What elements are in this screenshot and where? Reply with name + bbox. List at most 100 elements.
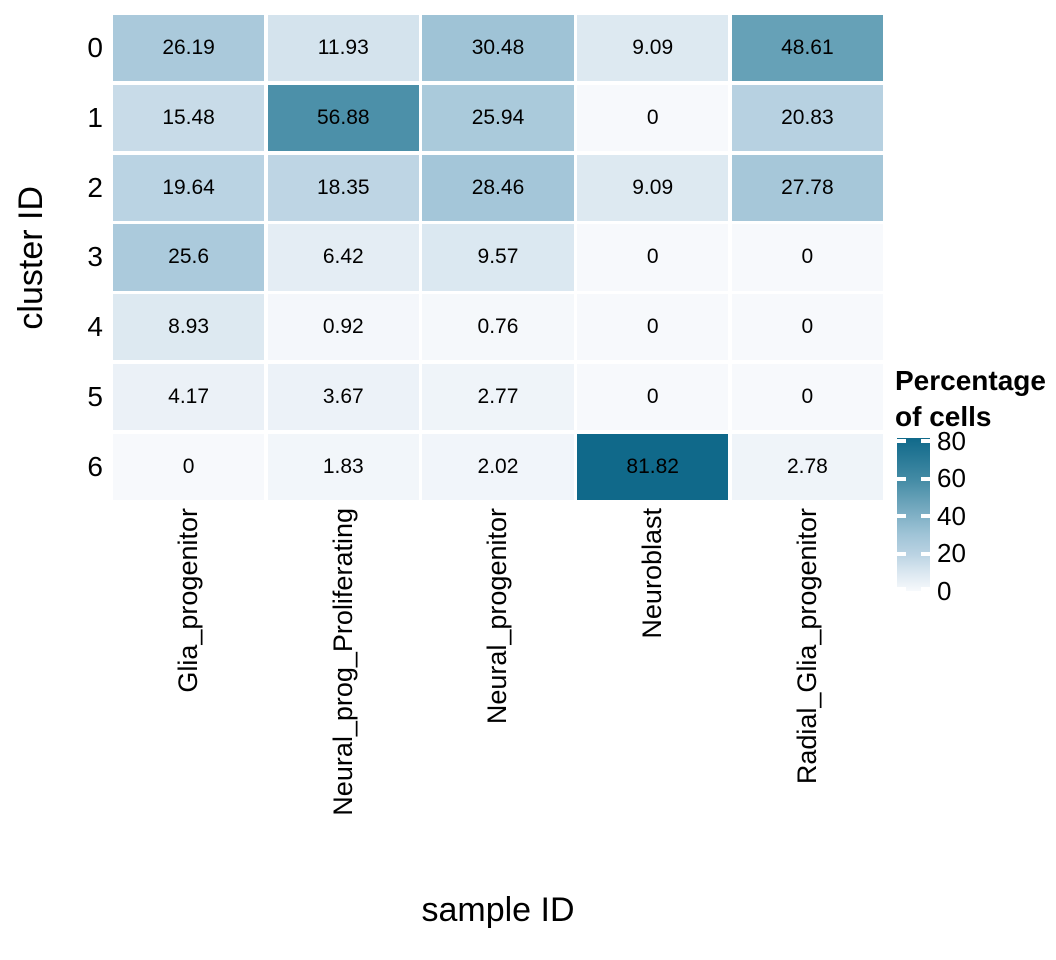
heatmap-cell-value: 1.83 xyxy=(322,454,364,478)
heatmap-cell: 0 xyxy=(577,224,729,291)
x-axis-tick-label: Neuroblast xyxy=(637,508,668,639)
heatmap-cell-value: 6.42 xyxy=(322,245,364,269)
heatmap-cell-value: 30.48 xyxy=(471,36,525,60)
heatmap-cell: 27.78 xyxy=(731,154,883,221)
heatmap-cell-value: 0 xyxy=(646,315,659,339)
heatmap-cell: 30.48 xyxy=(422,15,574,82)
legend-tick-mark xyxy=(897,551,906,556)
legend-tick-mark xyxy=(897,514,906,519)
legend-tick-label: 80 xyxy=(937,425,966,456)
heatmap-cell-value: 0.92 xyxy=(322,315,364,339)
heatmap-cell-value: 28.46 xyxy=(471,175,525,199)
heatmap-cell: 0 xyxy=(731,294,883,361)
heatmap-cell-value: 15.48 xyxy=(162,105,215,129)
x-axis-tick-label: Neural_progenitor xyxy=(482,508,513,725)
heatmap-cell: 2.02 xyxy=(422,433,574,500)
y-axis-tick-label: 6 xyxy=(87,450,103,482)
x-axis-tick-label: Neural_prog_Proliferating xyxy=(327,508,358,816)
heatmap-cell: 1.83 xyxy=(267,433,419,500)
heatmap-cell-value: 25.6 xyxy=(168,245,210,269)
legend-title-line2: of cells xyxy=(895,401,992,432)
heatmap-cell-value: 9.57 xyxy=(477,245,519,269)
legend-tick-mark xyxy=(897,476,906,481)
heatmap-cell: 11.93 xyxy=(267,15,419,82)
legend-tick-mark xyxy=(897,587,906,591)
heatmap-cell: 0 xyxy=(113,433,265,500)
heatmap-cell: 26.19 xyxy=(113,15,265,82)
heatmap-cell: 8.93 xyxy=(113,294,265,361)
heatmap-cell: 9.09 xyxy=(577,15,729,82)
heatmap-cell: 48.61 xyxy=(731,15,883,82)
heatmap-cell-value: 81.82 xyxy=(626,454,679,478)
heatmap-cell: 4.17 xyxy=(113,363,265,431)
heatmap-cell-value: 3.67 xyxy=(322,385,364,409)
heatmap-cell: 25.6 xyxy=(113,224,265,291)
legend-title-line1: Percentage xyxy=(895,365,1046,396)
legend-tick-label: 20 xyxy=(937,538,966,569)
y-axis-tick-label: 4 xyxy=(87,311,103,343)
legend-tick-label: 40 xyxy=(937,500,966,531)
y-axis-tick-label: 5 xyxy=(87,381,103,413)
heatmap-cell-value: 0 xyxy=(646,245,659,269)
heatmap-cell: 15.48 xyxy=(113,84,265,152)
y-axis-tick-label: 3 xyxy=(87,241,103,273)
heatmap-cell-value: 0.76 xyxy=(477,315,519,339)
heatmap-cell: 81.82 xyxy=(577,433,729,500)
x-axis-tick-label: Radial_Glia_progenitor xyxy=(791,508,822,785)
heatmap-cell-value: 20.83 xyxy=(781,105,834,129)
heatmap-cell: 6.42 xyxy=(267,224,419,291)
x-axis-tick-wrap: Neural_prog_Proliferating xyxy=(268,508,419,816)
heatmap-cell-value: 26.19 xyxy=(162,36,215,60)
heatmap-cell-value: 27.78 xyxy=(781,175,834,199)
legend-tick-mark xyxy=(921,514,930,519)
heatmap-cell-value: 56.88 xyxy=(317,105,370,129)
heatmap-grid: 26.19 11.93 30.48 9.09 48.61 15.48 56.88 25.94 0… xyxy=(113,15,883,500)
heatmap-cell-value: 9.09 xyxy=(632,36,674,60)
heatmap-cell-value: 4.17 xyxy=(168,385,210,409)
x-axis-tick-wrap: Glia_progenitor xyxy=(113,508,264,693)
heatmap-cell-value: 8.93 xyxy=(168,315,210,339)
heatmap-cell: 0 xyxy=(577,363,729,431)
heatmap-cell-value: 19.64 xyxy=(162,175,215,199)
x-axis-tick-wrap: Neuroblast xyxy=(577,508,728,639)
heatmap-cell-value: 2.77 xyxy=(477,385,519,409)
heatmap-cell-value: 0 xyxy=(801,315,814,339)
heatmap-cell-value: 0 xyxy=(801,385,814,409)
heatmap-cell: 0.92 xyxy=(267,294,419,361)
heatmap-cell-value: 2.02 xyxy=(477,454,519,478)
legend-tick-label: 0 xyxy=(937,575,952,606)
legend-tick-mark xyxy=(921,551,930,556)
heatmap-cell-value: 18.35 xyxy=(317,175,370,199)
legend-tick-mark xyxy=(921,476,930,481)
heatmap-cell: 56.88 xyxy=(267,84,419,152)
legend-tick-mark xyxy=(921,587,930,591)
legend-tick-mark xyxy=(921,439,930,444)
heatmap-cell: 2.78 xyxy=(731,433,883,500)
y-axis-tick-label: 2 xyxy=(87,171,103,203)
heatmap-cell-value: 9.09 xyxy=(632,175,674,199)
heatmap-cell: 2.77 xyxy=(422,363,574,431)
heatmap-cell-value: 11.93 xyxy=(317,36,369,60)
heatmap-cell-value: 0 xyxy=(182,454,195,478)
legend-gradient-bar xyxy=(897,438,930,591)
x-axis-tick-labels: Glia_progenitor Neural_prog_Proliferating… xyxy=(113,508,883,888)
heatmap-cell: 18.35 xyxy=(267,154,419,221)
heatmap-cell: 3.67 xyxy=(267,363,419,431)
heatmap-cell: 20.83 xyxy=(731,84,883,152)
heatmap-cell: 0 xyxy=(577,294,729,361)
heatmap-cell-value: 0 xyxy=(646,385,659,409)
x-axis-tick-wrap: Radial_Glia_progenitor xyxy=(732,508,883,784)
y-axis-tick-labels: 0 1 2 3 4 5 6 xyxy=(0,15,103,500)
heatmap-cell: 25.94 xyxy=(422,84,574,152)
legend-colorbar: Percentage of cells 80 60 40 20 0 xyxy=(895,363,1056,643)
heatmap-cell: 19.64 xyxy=(113,154,265,221)
heatmap-cell: 9.57 xyxy=(422,224,574,291)
x-axis-title: sample ID xyxy=(421,891,575,929)
y-axis-tick-label: 1 xyxy=(87,101,103,133)
heatmap-cell-value: 25.94 xyxy=(471,105,525,129)
x-axis-tick-label: Glia_progenitor xyxy=(173,508,204,693)
heatmap-cell: 9.09 xyxy=(577,154,729,221)
heatmap-cell: 0.76 xyxy=(422,294,574,361)
x-axis-tick-wrap: Neural_progenitor xyxy=(422,508,573,724)
heatmap-cell-value: 0 xyxy=(801,245,814,269)
